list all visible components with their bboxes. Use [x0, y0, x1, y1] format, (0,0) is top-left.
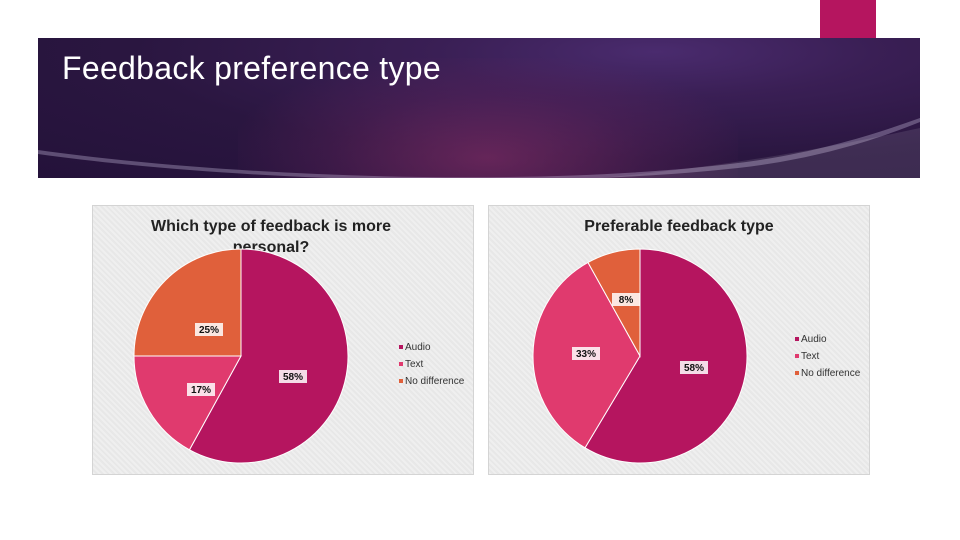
legend-swatch: [399, 362, 403, 367]
chart-panel-preferable: Preferable feedback type 58% 33% 8% Audio T…: [488, 205, 870, 475]
pie-slice-no-difference: [133, 248, 242, 357]
title-banner: [38, 38, 920, 178]
svg-text:17%: 17%: [191, 385, 211, 396]
legend-swatch: [795, 371, 799, 376]
legend-swatch: [399, 345, 403, 350]
legend-label: Audio: [801, 334, 827, 345]
svg-text:8%: 8%: [619, 295, 634, 306]
data-label-audio: 58%: [279, 370, 307, 383]
legend-label: No difference: [405, 376, 465, 387]
banner-wave-decoration: [38, 118, 920, 178]
legend-label: No difference: [801, 368, 861, 379]
legend-item-audio: Audio: [399, 342, 431, 353]
svg-text:33%: 33%: [576, 349, 596, 360]
legend-label: Text: [801, 351, 820, 362]
legend-swatch: [795, 337, 799, 342]
svg-text:58%: 58%: [283, 372, 303, 383]
pie-chart-preferable: 58% 33% 8%: [532, 248, 748, 464]
pie-slice-audio: [584, 248, 748, 464]
legend-item-text: Text: [399, 359, 423, 370]
chart-title: Preferable feedback type: [584, 218, 774, 235]
pie-chart-personal: 58% 17% 25%: [133, 248, 349, 464]
legend-label: Audio: [405, 342, 431, 353]
data-label-text: 33%: [572, 347, 600, 360]
legend-swatch: [795, 354, 799, 359]
data-label-no-difference: 25%: [195, 323, 223, 336]
svg-text:58%: 58%: [684, 363, 704, 374]
legend-item-audio: Audio: [795, 334, 827, 345]
data-label-no-difference: 8%: [612, 293, 640, 306]
svg-text:25%: 25%: [199, 325, 219, 336]
legend-label: Text: [405, 359, 424, 370]
data-label-text: 17%: [187, 383, 215, 396]
legend-item-text: Text: [795, 351, 819, 362]
banner-glow: [238, 58, 738, 178]
slide-title: Feedback preference type: [62, 50, 441, 86]
legend-item-no-difference: No difference: [795, 368, 860, 379]
pie-slice-text: [133, 355, 242, 451]
pie-slice-audio: [188, 248, 349, 464]
legend-swatch: [399, 379, 403, 384]
legend-item-no-difference: No difference: [399, 376, 464, 387]
chart-panel-personal: Which type of feedback is more personal?…: [92, 205, 474, 475]
data-label-audio: 58%: [680, 361, 708, 374]
